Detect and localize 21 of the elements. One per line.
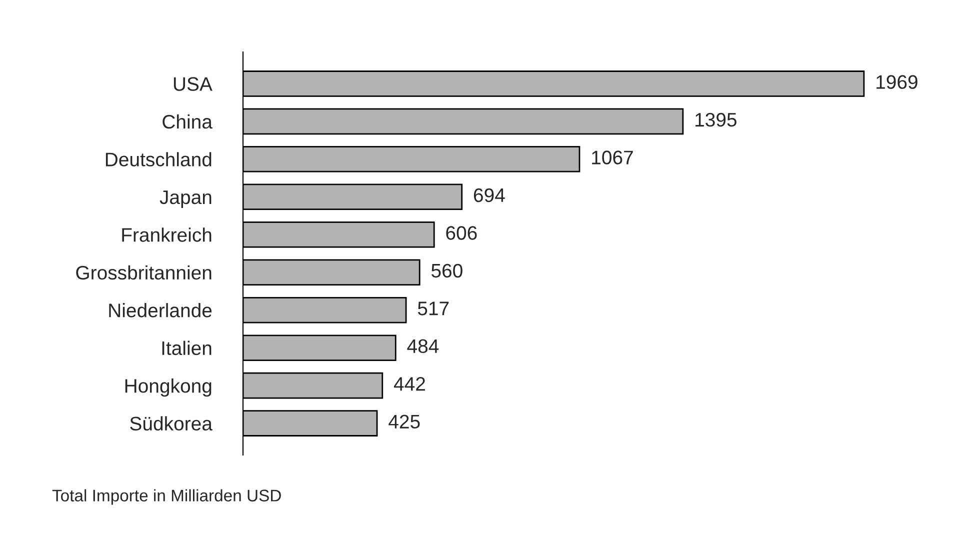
y-tick-label: Grossbritannien [76,265,212,280]
data-label: 517 [418,302,449,316]
data-label: 1395 [696,112,736,127]
y-tick-label: China [162,114,212,129]
y-tick-label: USA [174,77,212,91]
data-label: 425 [388,414,420,429]
y-tick-label: Japan [160,190,212,208]
data-label: 694 [474,188,505,202]
data-label: 1969 [876,75,918,89]
data-label: 1067 [592,150,633,164]
text: Total Importe in Milliarden USD [52,489,281,505]
y-tick-label: Deutschland [106,152,212,166]
data-label: 442 [394,377,425,391]
data-label: 484 [407,339,439,354]
data-label: 606 [446,226,477,240]
y-tick-label: Frankreich [122,228,212,242]
y-tick-label: Hongkong [125,378,212,397]
y-tick-label: Italien [162,340,212,356]
data-label: 560 [431,264,462,278]
y-tick-label: Südkorea [130,416,212,431]
y-tick-label: Niederlande [109,303,212,318]
